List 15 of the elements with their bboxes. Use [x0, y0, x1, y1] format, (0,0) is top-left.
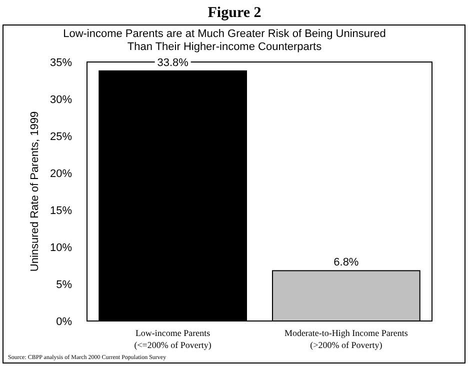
x-tick-label: Moderate-to-High Income Parents (>200% of Poverty) — [284, 328, 408, 350]
y-tick-label: 15% — [50, 205, 72, 217]
y-tick-label: 10% — [50, 242, 72, 254]
data-label: 6.8% — [334, 256, 359, 269]
chart-title: Figure 2 — [208, 5, 262, 21]
y-tick-label: 0% — [56, 316, 72, 328]
x-tick-label: Low-income Parents (<=200% of Poverty) — [134, 328, 212, 350]
y-tick-label: 35% — [50, 57, 72, 69]
y-axis-title: Uninsured Rate of Parents, 1999 — [29, 111, 41, 272]
y-tick-label: 5% — [56, 279, 72, 291]
y-tick-label: 20% — [50, 168, 72, 180]
y-tick-label: 25% — [50, 131, 72, 143]
chart-subtitle: Low-income Parents are at Much Greater Risk of Being Uninsured Than Their Higher-income Counterparts — [63, 28, 386, 53]
data-label: 33.8% — [157, 56, 189, 69]
y-tick-label: 30% — [50, 94, 72, 106]
